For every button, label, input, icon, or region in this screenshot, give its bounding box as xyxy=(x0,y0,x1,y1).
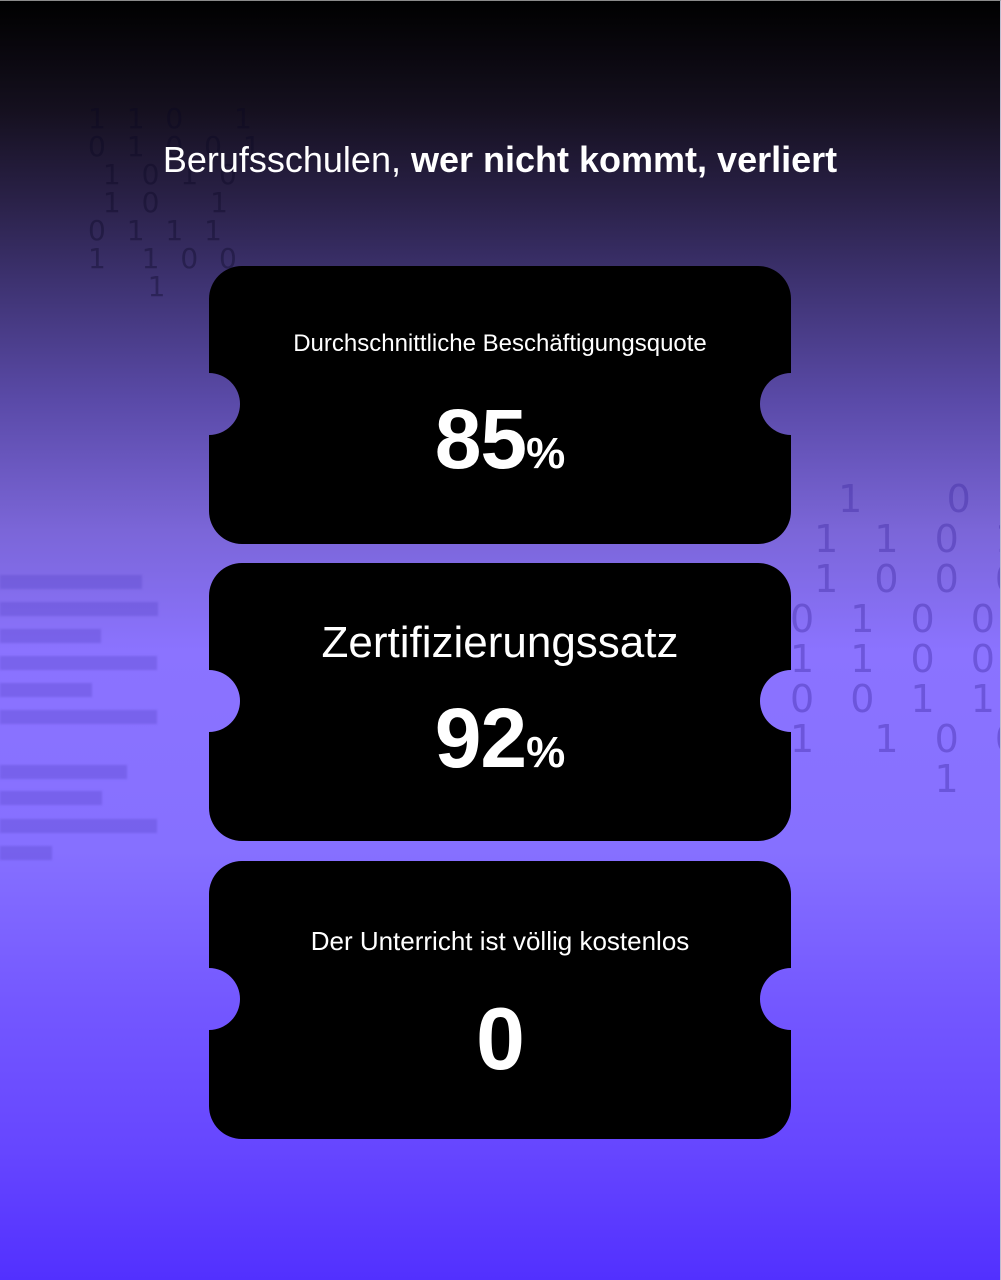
decorative-bar xyxy=(0,575,142,589)
decorative-bar xyxy=(0,710,157,724)
stat-unit: % xyxy=(526,429,566,478)
page-title: Berufsschulen, wer nicht kommt, verliert xyxy=(0,137,1000,183)
title-emphasis: wer nicht kommt, verliert xyxy=(411,139,838,180)
stat-value: 92% xyxy=(209,688,791,813)
ticket-shape xyxy=(209,861,791,1139)
stat-card-free-tuition: Der Unterricht ist völlig kostenlos 0 xyxy=(209,861,791,1139)
decorative-bar xyxy=(0,656,157,670)
decorative-bar xyxy=(0,629,101,643)
decorative-bar xyxy=(0,683,92,697)
ticket-shape xyxy=(209,563,791,841)
stat-number: 92 xyxy=(434,691,527,785)
stat-value: 85% xyxy=(209,389,791,514)
ticket-shape xyxy=(209,266,791,544)
stat-label: Durchschnittliche Beschäftigungsquote xyxy=(293,330,707,357)
decorative-bar xyxy=(0,819,157,833)
stat-number: 0 xyxy=(476,989,525,1088)
stat-label: Zertifizierungssatz xyxy=(321,618,679,667)
binary-digits-decoration: 1 0 1 1 0 1 1 1 0 0 0 1 0 1 0 0 0 1 1 0 … xyxy=(790,477,1000,801)
stat-number: 85 xyxy=(434,392,527,486)
stat-label: Der Unterricht ist völlig kostenlos xyxy=(310,926,690,956)
decorative-bar xyxy=(0,791,102,805)
stat-card-certification-rate: Zertifizierungssatz 92% xyxy=(209,563,791,841)
stat-value: 0 xyxy=(209,989,791,1115)
stat-unit: % xyxy=(526,728,566,777)
decorative-bar xyxy=(0,846,52,860)
binary-digits-decoration: 1 1 0 1 0 1 0 0 1 1 0 1 0 1 0 1 0 1 1 1 … xyxy=(88,102,267,303)
decorative-bar xyxy=(0,765,127,779)
title-prefix: Berufsschulen, xyxy=(162,139,401,180)
stat-card-employment-rate: Durchschnittliche Beschäftigungsquote 85… xyxy=(209,266,791,544)
decorative-bar xyxy=(0,602,158,616)
